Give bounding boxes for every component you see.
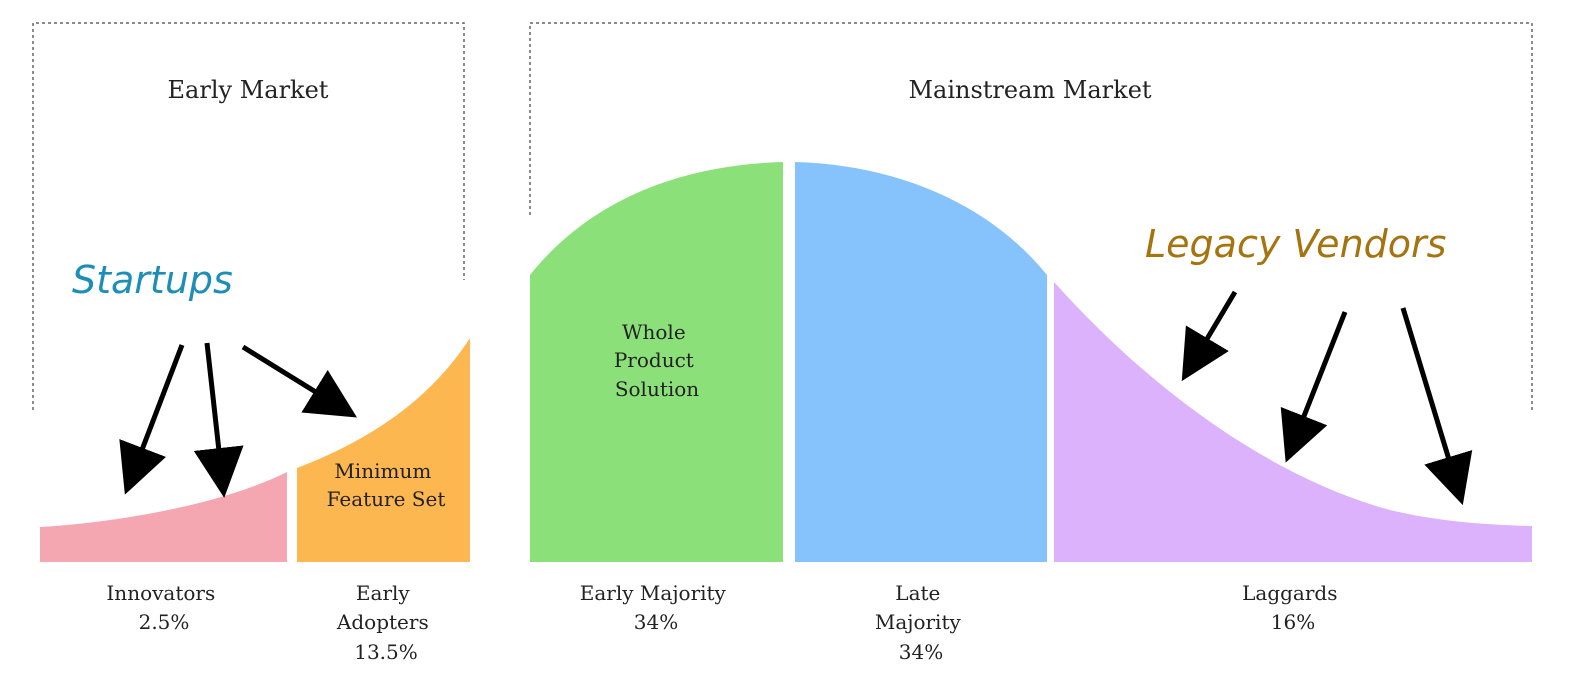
laggards-segment [1054,282,1532,562]
startups-arrow-innovators [119,344,185,495]
legacy-vendors-annotation: Legacy Vendors [1145,222,1446,266]
startups-annotation: Startups [72,258,233,302]
early-adopters-segment [297,338,470,562]
legacy-arrow-3 [1400,307,1473,506]
late-majority-segment [795,162,1047,562]
startups-arrow-early-adopters [241,344,358,418]
mainstream-market-frame [529,22,1533,410]
innovators-segment [40,472,287,562]
minimum-feature-set-label: Minimum Feature Set [327,459,446,511]
late-majority-label: Late Majority 34% [875,581,967,664]
early-adopters-label: Early Adopters 13.5% [336,581,435,664]
early-majority-label: Early Majority 34% [580,581,732,634]
early-market-frame [32,22,465,410]
legacy-arrow-1 [1181,290,1238,382]
early-majority-segment [530,162,783,562]
laggards-label: Laggards 16% [1242,581,1344,634]
whole-product-solution-label: Whole Product Solution [614,320,700,401]
innovators-label: Innovators 2.5% [106,581,221,634]
startups-arrow-innovators-2 [193,342,244,498]
early-market-title: Early Market [168,76,329,104]
mainstream-market-title: Mainstream Market [908,76,1151,104]
legacy-arrow-2 [1280,311,1348,463]
